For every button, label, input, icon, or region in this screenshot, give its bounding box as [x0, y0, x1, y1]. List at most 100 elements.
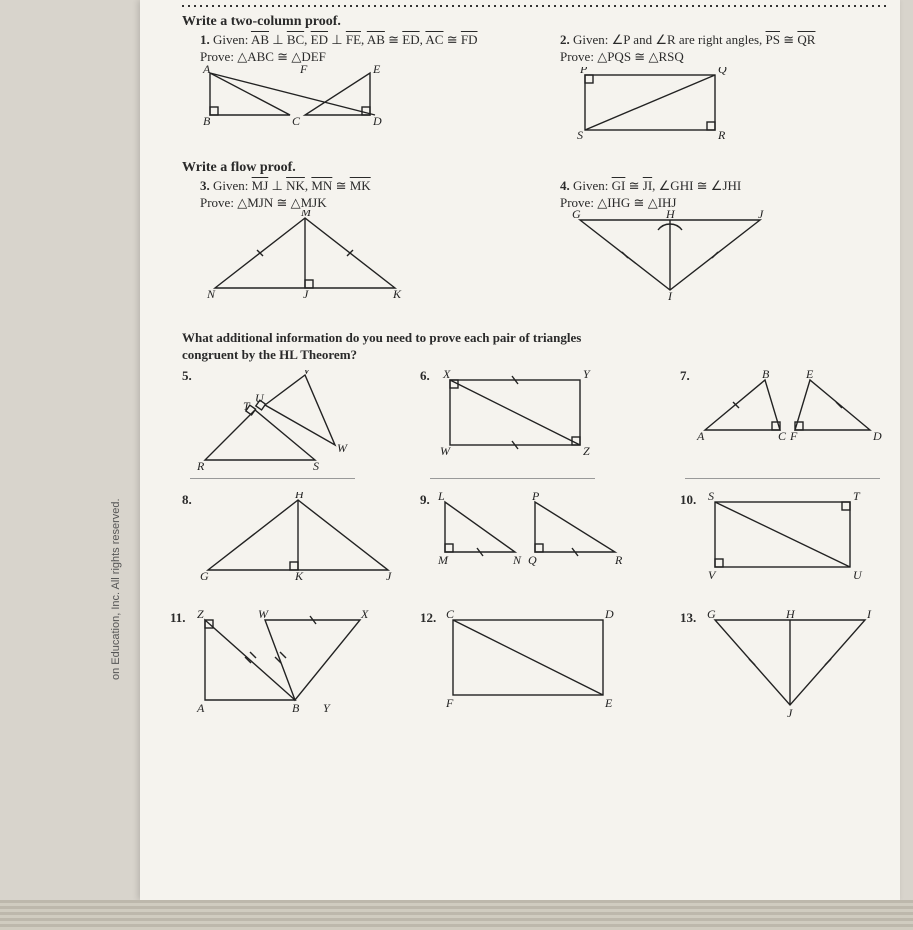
- lbl-C12: C: [446, 610, 455, 621]
- p1-prove-text: △ABC ≅ △DEF: [234, 49, 326, 64]
- lbl-S: S: [313, 459, 319, 470]
- p11-figure: Z W X A B Y: [195, 610, 395, 715]
- lbl-U: U: [255, 391, 265, 405]
- lbl-F: F: [299, 65, 308, 76]
- seg-mn: MN: [311, 178, 332, 193]
- p9-number: 9.: [420, 492, 430, 508]
- worksheet-page: Write a two-column proof. 1. Given: AB ⊥…: [140, 0, 900, 900]
- dotted-rule: [180, 4, 890, 8]
- lbl-X11: X: [360, 610, 369, 621]
- lbl-R9: R: [614, 553, 623, 567]
- p2-figure: P Q R S: [575, 67, 745, 142]
- seg-ac: AC: [425, 32, 443, 47]
- p6-figure: X Y Z W: [440, 370, 600, 460]
- lbl-D12: D: [604, 610, 614, 621]
- seg-ed2: ED: [402, 32, 419, 47]
- lbl-N: N: [206, 287, 216, 300]
- lbl-J: J: [758, 210, 764, 221]
- p6-number: 6.: [420, 368, 430, 384]
- hl-line1: What additional information do you need …: [182, 330, 581, 345]
- lbl-J: J: [303, 287, 309, 300]
- lbl-Z: Z: [583, 444, 590, 458]
- lbl-A7: A: [696, 429, 705, 443]
- p13-number: 13.: [680, 610, 696, 626]
- seg-bc: BC: [287, 32, 304, 47]
- lbl-W: W: [337, 441, 348, 455]
- p2-number: 2.: [560, 32, 570, 47]
- lbl-B: B: [203, 114, 211, 128]
- lbl-W: W: [440, 444, 451, 458]
- p3-number: 3.: [200, 178, 210, 193]
- p2-given-text: ∠P and ∠R are right angles,: [608, 32, 765, 47]
- lbl-E: E: [372, 65, 381, 76]
- lbl-F12: F: [445, 696, 454, 710]
- lbl-E12: E: [604, 696, 613, 710]
- p12-number: 12.: [420, 610, 436, 626]
- hl-header: What additional information do you need …: [182, 330, 782, 364]
- seg-qr: QR: [797, 32, 815, 47]
- p1-given-label: Given:: [213, 32, 248, 47]
- seg-ab2: AB: [367, 32, 385, 47]
- copyright-sidetext: on Education, Inc. All rights reserved.: [110, 498, 122, 680]
- p1-t5: ≅: [385, 32, 402, 47]
- lbl-F7: F: [789, 429, 798, 443]
- lbl-Z11: Z: [197, 610, 204, 621]
- p1-figure: A B C D E F: [200, 65, 400, 130]
- p1-t7: ≅: [443, 32, 460, 47]
- p13-figure: G H I J: [705, 610, 885, 720]
- p2-eq: ≅: [780, 32, 797, 47]
- lbl-Q: Q: [718, 67, 727, 76]
- p3-figure: M N J K: [205, 210, 415, 300]
- seg-nk: NK: [286, 178, 305, 193]
- lbl-U10: U: [853, 568, 863, 582]
- seg-gi: GI: [612, 178, 626, 193]
- section-title-flow: Write a flow proof.: [182, 160, 296, 176]
- p4-cong: ≅: [625, 178, 642, 193]
- lbl-C: C: [292, 114, 301, 128]
- lbl-H13: H: [785, 610, 796, 621]
- lbl-M9: M: [437, 553, 449, 567]
- lbl-E7: E: [805, 370, 814, 381]
- p11-number: 11.: [170, 610, 186, 626]
- p12-figure: C D E F: [443, 610, 623, 710]
- problem-1-text: 1. Given: AB ⊥ BC, ED ⊥ FE, AB ≅ ED, AC …: [200, 32, 560, 66]
- lbl-R: R: [717, 128, 726, 142]
- lbl-C7: C: [778, 429, 787, 443]
- p8-number: 8.: [182, 492, 192, 508]
- lbl-G13: G: [707, 610, 716, 621]
- problem-4-text: 4. Given: GI ≅ JI, ∠GHI ≅ ∠JHI Prove: △I…: [560, 178, 880, 212]
- page-stack-edge: [0, 900, 913, 930]
- lbl-J8: J: [386, 569, 392, 582]
- lbl-H: H: [665, 210, 676, 221]
- p3-given-label: Given:: [213, 178, 248, 193]
- lbl-D: D: [372, 114, 382, 128]
- lbl-A: A: [202, 65, 211, 76]
- p1-t3: ⊥: [328, 32, 346, 47]
- problem-3-text: 3. Given: MJ ⊥ NK, MN ≅ MK Prove: △MJN ≅…: [200, 178, 520, 212]
- p4-figure: G H J I: [570, 210, 770, 300]
- lbl-G: G: [572, 210, 581, 221]
- lbl-R: R: [196, 459, 205, 470]
- p10-number: 10.: [680, 492, 696, 508]
- p5-number: 5.: [182, 368, 192, 384]
- p10-figure: S T U V: [705, 492, 875, 582]
- p1-number: 1.: [200, 32, 210, 47]
- p4-ang: ∠GHI ≅ ∠JHI: [659, 178, 742, 193]
- lbl-G8: G: [200, 569, 209, 582]
- p4-prove-label: Prove:: [560, 195, 594, 210]
- section-title-two-column: Write a two-column proof.: [182, 14, 341, 30]
- hl-line2: congruent by the HL Theorem?: [182, 347, 357, 362]
- p9-figure: L M N P Q R: [435, 492, 635, 572]
- p1-t1: ⊥: [269, 32, 287, 47]
- answer-line-6: [430, 478, 595, 479]
- p3-prove-text: △MJN ≅ △MJK: [234, 195, 327, 210]
- answer-line-7: [685, 478, 880, 479]
- seg-fd: FD: [461, 32, 478, 47]
- p3-perp: ⊥: [268, 178, 286, 193]
- lbl-Y11: Y: [323, 701, 331, 715]
- seg-ji: JI: [643, 178, 652, 193]
- lbl-B7: B: [762, 370, 770, 381]
- lbl-T10: T: [853, 492, 861, 503]
- problem-2-text: 2. Given: ∠P and ∠R are right angles, PS…: [560, 32, 890, 66]
- p3-cong: ≅: [332, 178, 349, 193]
